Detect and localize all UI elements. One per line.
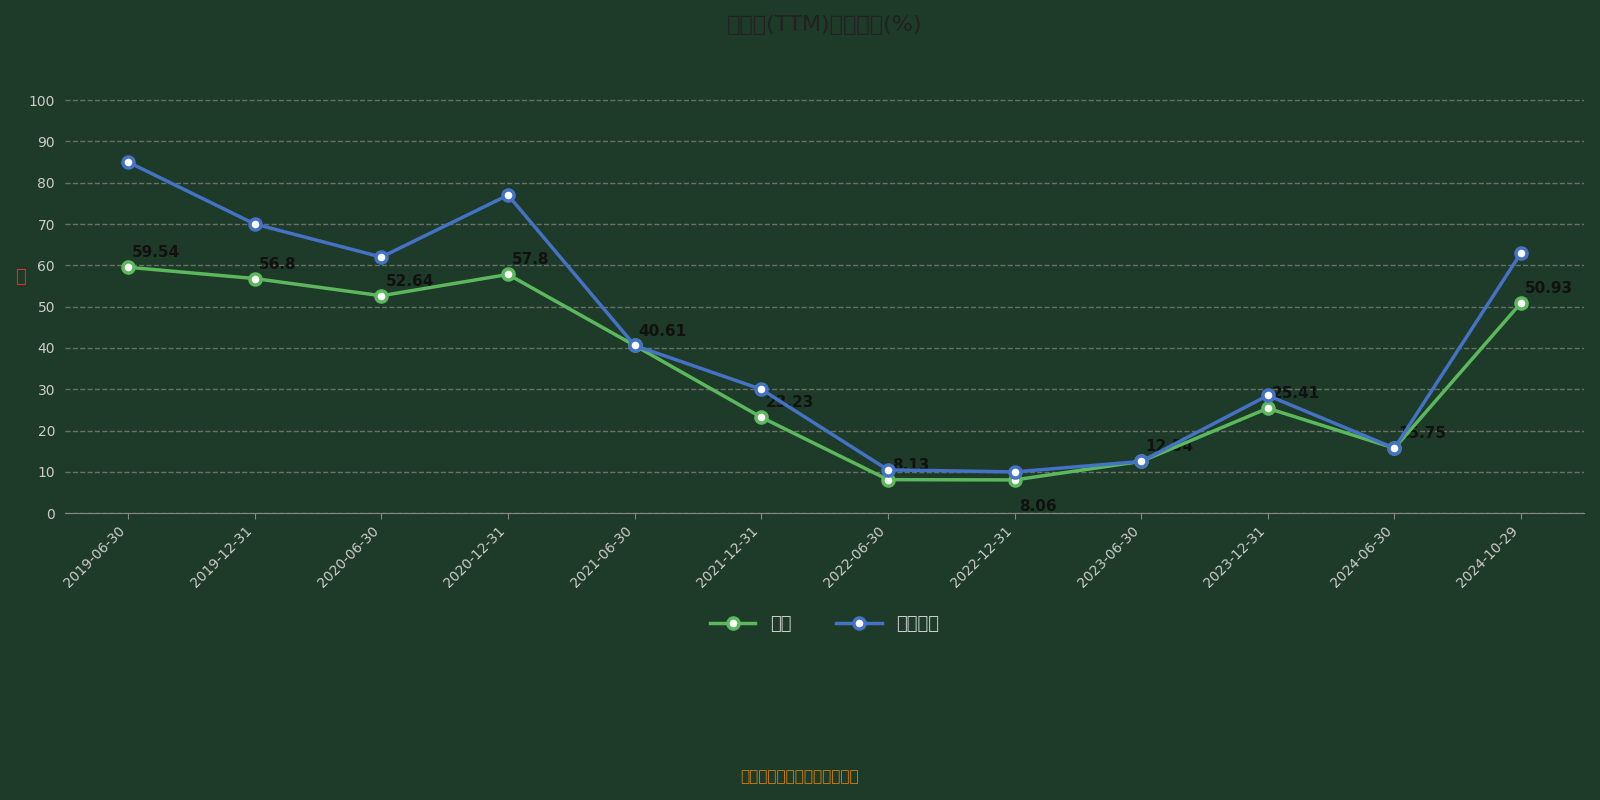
公司 [245,274,264,283]
公司 [752,413,771,422]
行业均值 [245,219,264,229]
Title: 市销率(TTM)历史分位(%): 市销率(TTM)历史分位(%) [726,15,923,35]
公司 [878,475,898,485]
公司 [371,291,390,301]
公司 [1512,298,1531,308]
行业均值 [1131,457,1150,466]
Y-axis label: 率: 率 [14,268,26,286]
Text: 25.41: 25.41 [1272,386,1320,402]
公司 [1005,475,1024,485]
Text: 57.8: 57.8 [512,253,550,267]
Text: 59.54: 59.54 [133,246,181,260]
Text: 12.54: 12.54 [1146,439,1194,454]
Text: 23.23: 23.23 [765,395,814,410]
Text: 52.64: 52.64 [386,274,434,289]
公司 [118,262,138,272]
公司 [626,341,645,350]
行业均值 [1512,248,1531,258]
Text: 40.61: 40.61 [638,323,686,338]
公司 [1258,403,1277,413]
行业均值 [371,252,390,262]
行业均值 [1005,467,1024,477]
Text: 56.8: 56.8 [259,257,296,272]
Text: 制图数据来自恒生聚源数据库: 制图数据来自恒生聚源数据库 [741,769,859,784]
Text: 8.06: 8.06 [1019,499,1056,514]
行业均值 [752,385,771,394]
公司 [1131,457,1150,466]
行业均值 [878,465,898,474]
Legend: 公司, 行业均值: 公司, 行业均值 [702,608,946,641]
Line: 行业均值: 行业均值 [123,157,1526,478]
行业均值 [118,158,138,167]
行业均值 [626,341,645,350]
Line: 公司: 公司 [123,262,1526,486]
公司 [1386,443,1405,453]
行业均值 [1258,390,1277,400]
行业均值 [499,190,518,200]
Text: 8.13: 8.13 [893,458,930,473]
公司 [499,270,518,279]
Text: 15.75: 15.75 [1398,426,1446,442]
Text: 50.93: 50.93 [1525,281,1573,296]
行业均值 [1386,443,1405,453]
